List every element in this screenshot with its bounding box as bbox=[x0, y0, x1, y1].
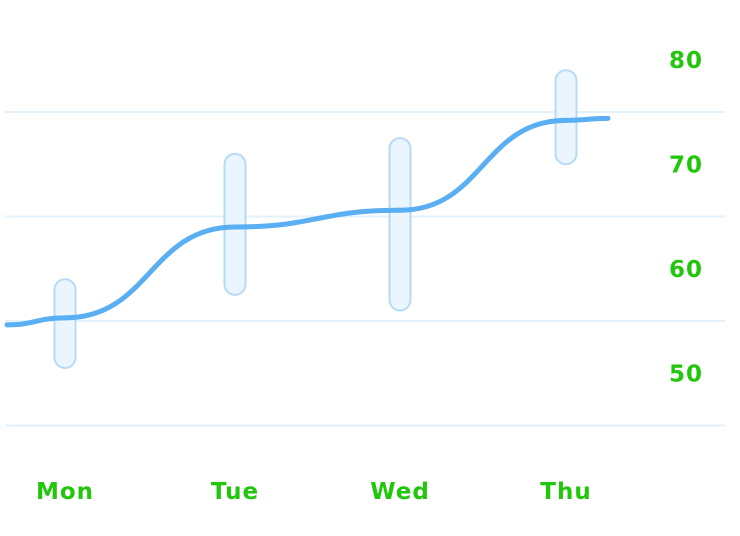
x-tick-label-thu: Thu bbox=[540, 479, 591, 505]
x-tick-label-wed: Wed bbox=[370, 479, 430, 505]
y-axis-ticks: 50 60 70 80 bbox=[669, 48, 703, 388]
x-tick-label-tue: Tue bbox=[211, 479, 259, 505]
x-tick-label-mon: Mon bbox=[36, 479, 94, 505]
series-line bbox=[4, 115, 611, 328]
y-tick-label-80: 80 bbox=[669, 48, 703, 74]
range-bar-wed bbox=[388, 137, 412, 312]
range-bar-mon bbox=[53, 278, 77, 370]
range-bar-tue bbox=[223, 152, 247, 296]
data-point-wed bbox=[397, 207, 403, 213]
range-bars bbox=[53, 69, 578, 370]
y-tick-label-70: 70 bbox=[669, 152, 703, 178]
data-point-tue bbox=[232, 224, 238, 230]
grid-lines bbox=[5, 111, 725, 427]
y-tick-label-50: 50 bbox=[669, 361, 703, 387]
y-tick-label-60: 60 bbox=[669, 257, 703, 283]
series-line-group bbox=[4, 115, 611, 328]
range-bar-thu bbox=[554, 69, 578, 166]
data-point-thu bbox=[563, 117, 569, 123]
data-point-mon bbox=[62, 315, 68, 321]
x-axis-ticks: Mon Tue Wed Thu bbox=[36, 479, 591, 505]
